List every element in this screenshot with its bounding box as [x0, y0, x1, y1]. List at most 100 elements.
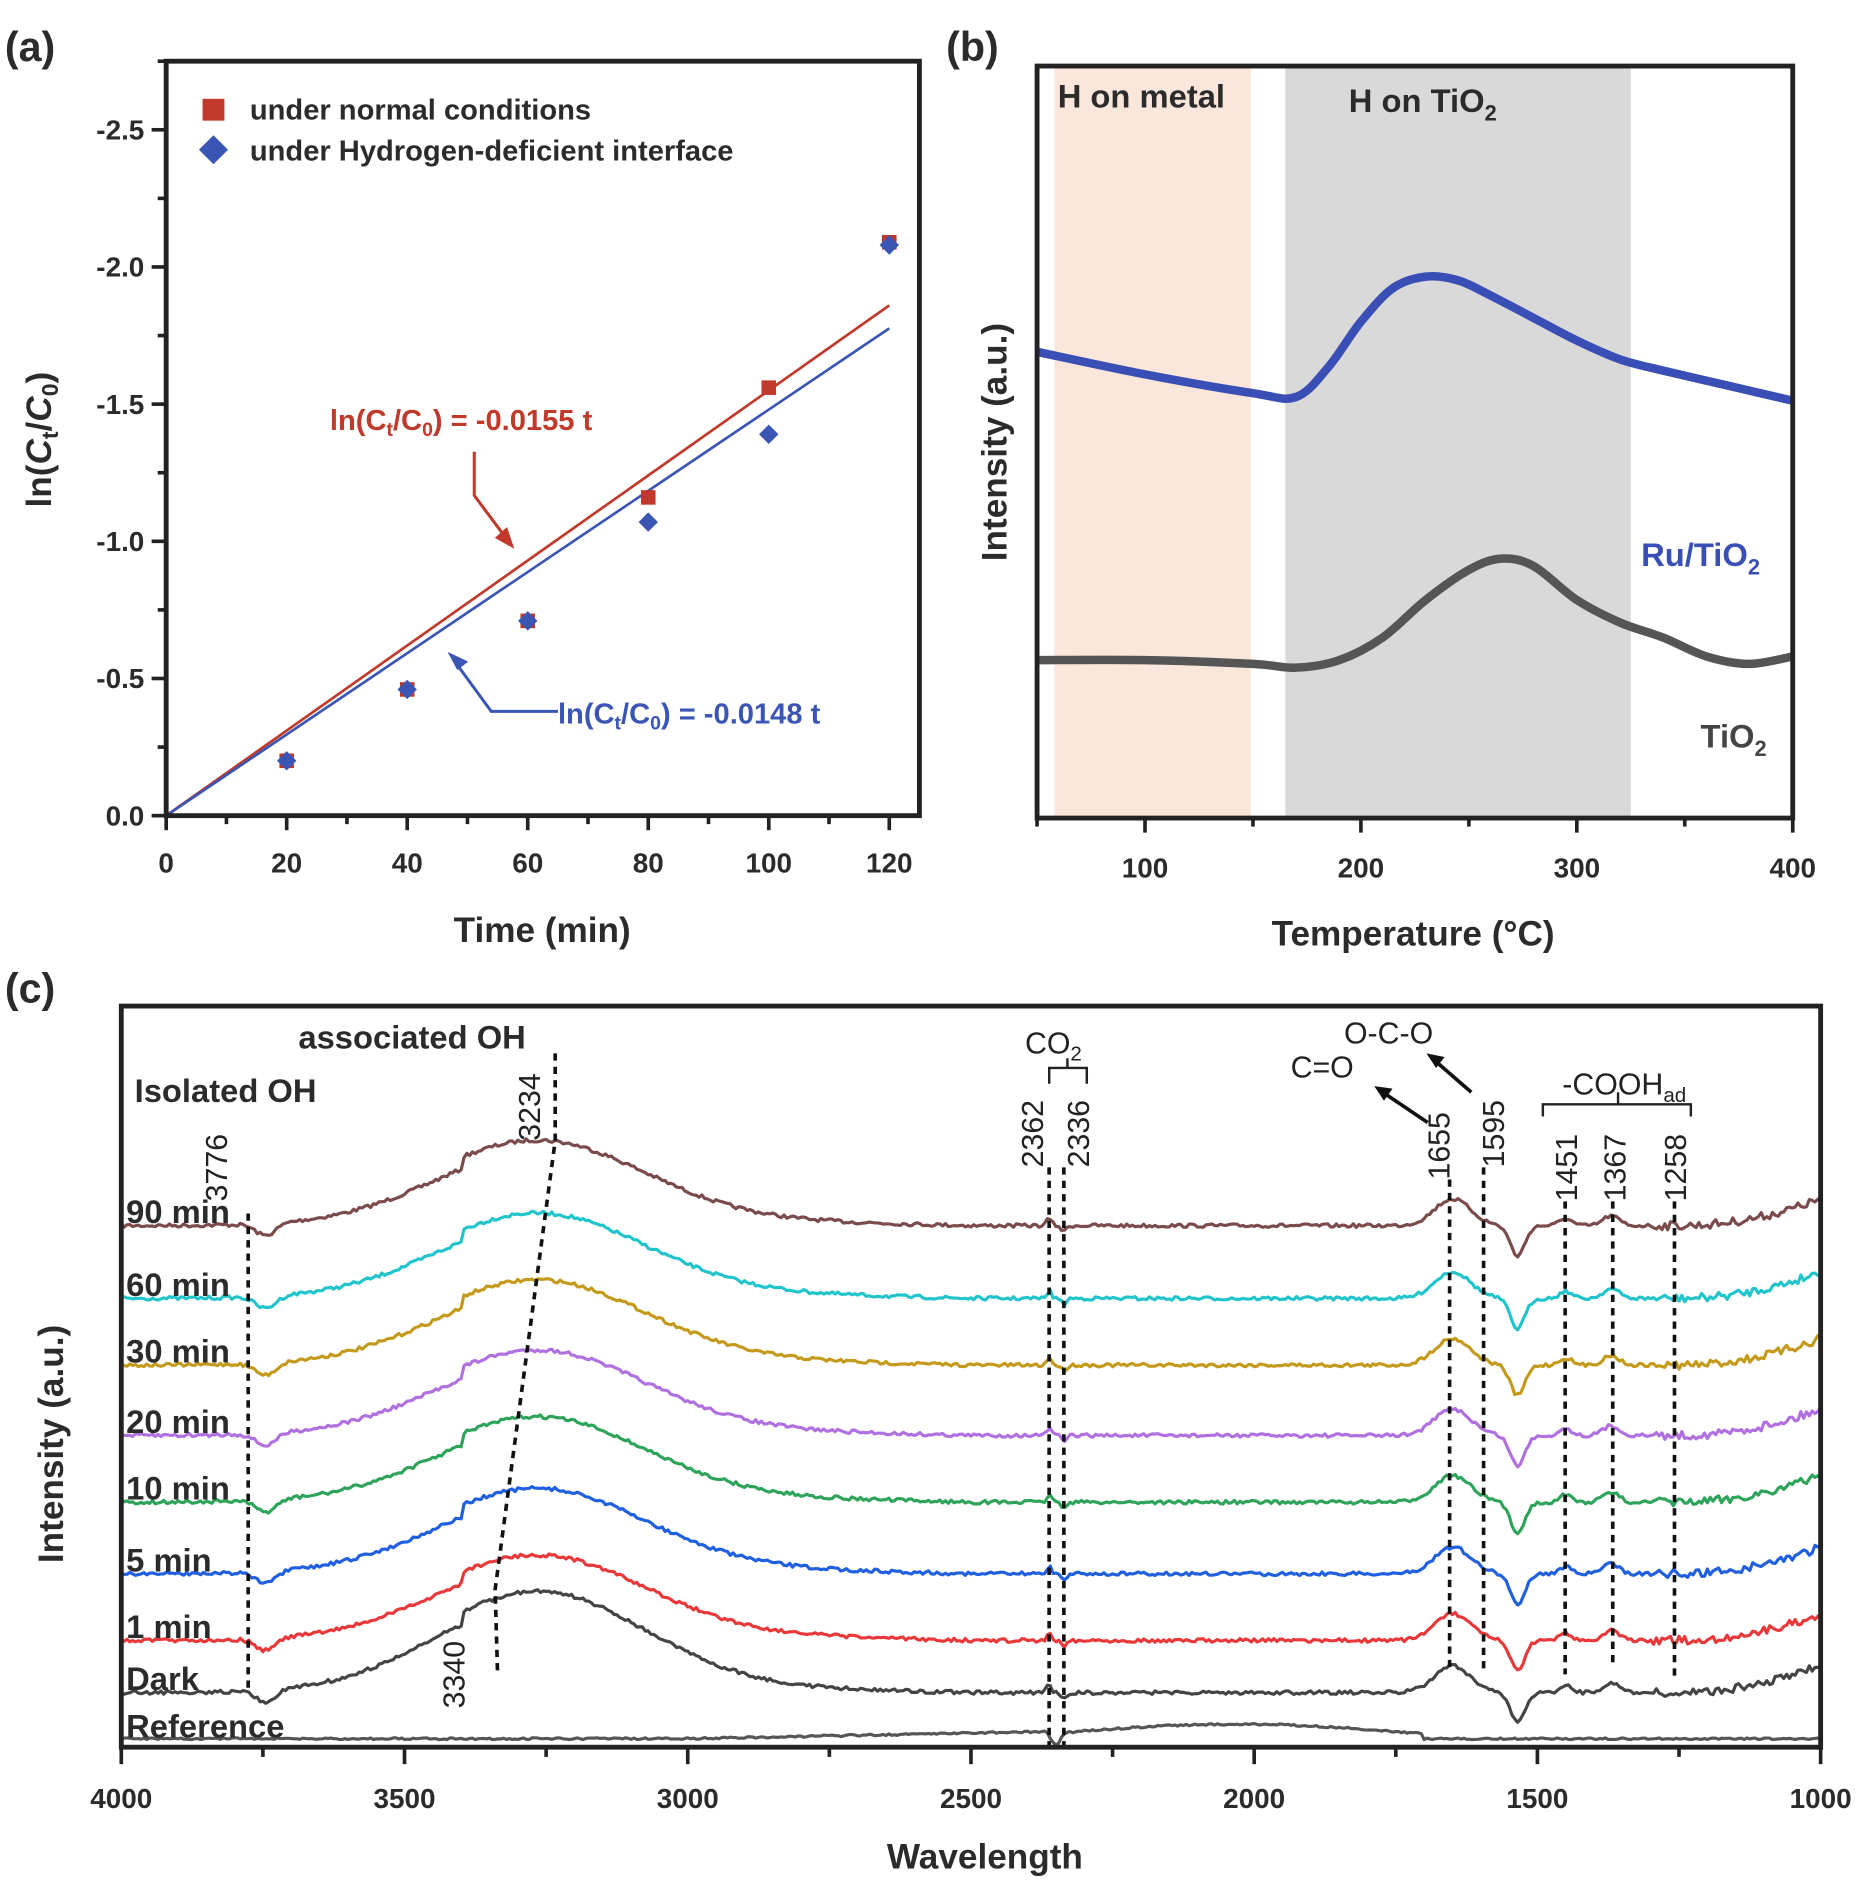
peak-label-2336: 2336 [1063, 1100, 1096, 1167]
band-h-on-metal [1054, 66, 1251, 819]
plot-frame [1034, 63, 1796, 821]
fit-equation-deficient: ln(Ct/C0) = -0.0148 t [558, 698, 821, 734]
annotation-isolated-oh: Isolated OH [135, 1072, 317, 1109]
band-label-metal: H on metal [1058, 77, 1225, 114]
x-tick-label: 1500 [1506, 1783, 1568, 1814]
spectrum-20-min [121, 1347, 1822, 1469]
series-labels: 90 min 60 min 30 min 20 min 10 min 5 min 1 min… [126, 1193, 284, 1744]
y-tick-label: -2.0 [96, 252, 144, 283]
curve-ru-tio2 [1036, 271, 1794, 405]
x-axis-ticks: 4000 3500 3000 2500 2000 1500 1000 [90, 1747, 1852, 1814]
y-tick-label: -0.5 [96, 663, 144, 694]
series-label: 1 min [126, 1608, 211, 1645]
band-label-tio2: H on TiO2 [1349, 82, 1497, 125]
fit-lines [165, 304, 891, 817]
legend-label-normal: under normal conditions [250, 94, 591, 126]
annotation-associated-oh: associated OH [298, 1019, 525, 1056]
x-axis-ticks: 100 200 300 400 [1035, 818, 1816, 884]
series-label: Dark [126, 1660, 200, 1697]
spectrum-10-min [120, 1413, 1822, 1536]
x-tick-label: 300 [1554, 853, 1601, 884]
peak-label-1451: 1451 [1551, 1134, 1584, 1201]
series-label: 30 min [126, 1333, 230, 1370]
x-tick-label: 60 [512, 848, 543, 879]
panel-label-c: (c) [5, 965, 55, 1011]
data-point-diamond [879, 235, 899, 255]
peak-label-1595: 1595 [1478, 1100, 1511, 1167]
x-tick-label: 120 [866, 848, 913, 879]
series-label-ru-tio2: Ru/TiO2 [1641, 536, 1760, 579]
data-point-diamond [518, 611, 538, 631]
peak-label-3776: 3776 [201, 1134, 234, 1201]
peak-label-1258: 1258 [1660, 1134, 1693, 1201]
cooh-bracket [1541, 1092, 1693, 1117]
x-axis-ticks: 0 20 40 60 80 100 120 [158, 815, 913, 879]
arrow-normal [472, 451, 511, 544]
spectra [120, 1137, 1822, 1747]
fit-line-deficient [165, 327, 891, 817]
series-label: Reference [126, 1707, 284, 1744]
y-axis-ticks: 0.0 -0.5 -1.0 -1.5 -2.0 -2.5 [96, 59, 167, 831]
x-tick-label: 40 [392, 848, 423, 879]
annotation-c-eq-o: C=O [1291, 1052, 1354, 1085]
spectrum-90-min [120, 1137, 1822, 1259]
arrowhead-deficient [447, 651, 469, 671]
series-label: 60 min [126, 1266, 230, 1303]
x-tick-label: 400 [1769, 853, 1816, 884]
curves [1036, 271, 1794, 672]
legend-label-deficient: under Hydrogen-deficient interface [250, 136, 734, 168]
curve-tio2 [1037, 554, 1794, 672]
peak-label-3234: 3234 [514, 1073, 547, 1140]
y-axis-title: Intensity (a.u.) [976, 323, 1015, 561]
x-tick-label: 1000 [1790, 1783, 1852, 1814]
panel-label-b: (b) [946, 24, 999, 70]
spectrum-30-min [121, 1277, 1822, 1397]
x-tick-label: 4000 [90, 1783, 152, 1814]
spectrum-60-min [120, 1209, 1821, 1332]
x-tick-label: 2000 [1223, 1783, 1285, 1814]
arrowhead-o-c-o [1426, 1053, 1445, 1068]
peak-marker-3234-3340 [493, 1053, 558, 1675]
peak-markers [246, 1053, 1677, 1748]
x-tick-label: 3500 [374, 1783, 436, 1814]
legend: under normal conditions under Hydrogen-d… [198, 94, 734, 168]
bands [1054, 66, 1631, 819]
panel-c-chart: 4000 3500 3000 2500 2000 1500 1000 90 min 60 mi… [32, 1003, 1852, 1876]
panel-label-a: (a) [5, 24, 55, 70]
fit-equation-normal: ln(Ct/C0) = -0.0155 t [330, 405, 593, 441]
x-tick-label: 80 [633, 848, 664, 879]
series-label: 5 min [126, 1541, 211, 1578]
series-label: 90 min [126, 1193, 230, 1230]
x-tick-label: 100 [746, 848, 793, 879]
x-axis-title: Temperature (°C) [1272, 914, 1555, 953]
arrowhead-normal [494, 526, 515, 549]
arrow-c-eq-o [1381, 1090, 1429, 1125]
co2-bracket [1047, 1058, 1089, 1084]
peak-label-2362: 2362 [1017, 1100, 1050, 1167]
x-tick-label: 2500 [940, 1783, 1002, 1814]
arrow-deficient [453, 660, 558, 713]
arrowhead-c-eq-o [1374, 1086, 1393, 1101]
data-points [276, 234, 899, 771]
spectrum-5-min [120, 1485, 1821, 1607]
y-axis-title: ln(Ct/C0) [20, 372, 63, 508]
peak-label-1655: 1655 [1423, 1112, 1456, 1179]
spectrum-1-min [120, 1552, 1822, 1672]
legend-marker-square [202, 98, 225, 121]
x-tick-label: 0 [158, 848, 174, 879]
data-point-square [761, 380, 777, 395]
panel-a-chart: 0 20 40 60 80 100 120 0.0-0.5-1.0-1.5-2.0-2.5 … [20, 58, 922, 950]
series-label: 20 min [126, 1403, 230, 1440]
y-tick-label: 0.0 [106, 800, 145, 831]
annotation-cooh: -COOHad [1562, 1069, 1686, 1107]
y-axis-title: Intensity (a.u.) [32, 1325, 71, 1563]
x-tick-label: 200 [1338, 853, 1385, 884]
x-tick-label: 3000 [657, 1783, 719, 1814]
spectrum-reference [120, 1721, 1821, 1747]
band-h-on-tio2 [1285, 66, 1631, 819]
y-tick-label: -1.0 [96, 526, 144, 557]
data-point-diamond [638, 512, 658, 532]
annotation-o-c-o: O-C-O [1344, 1018, 1433, 1051]
x-axis-title: Time (min) [454, 911, 631, 950]
